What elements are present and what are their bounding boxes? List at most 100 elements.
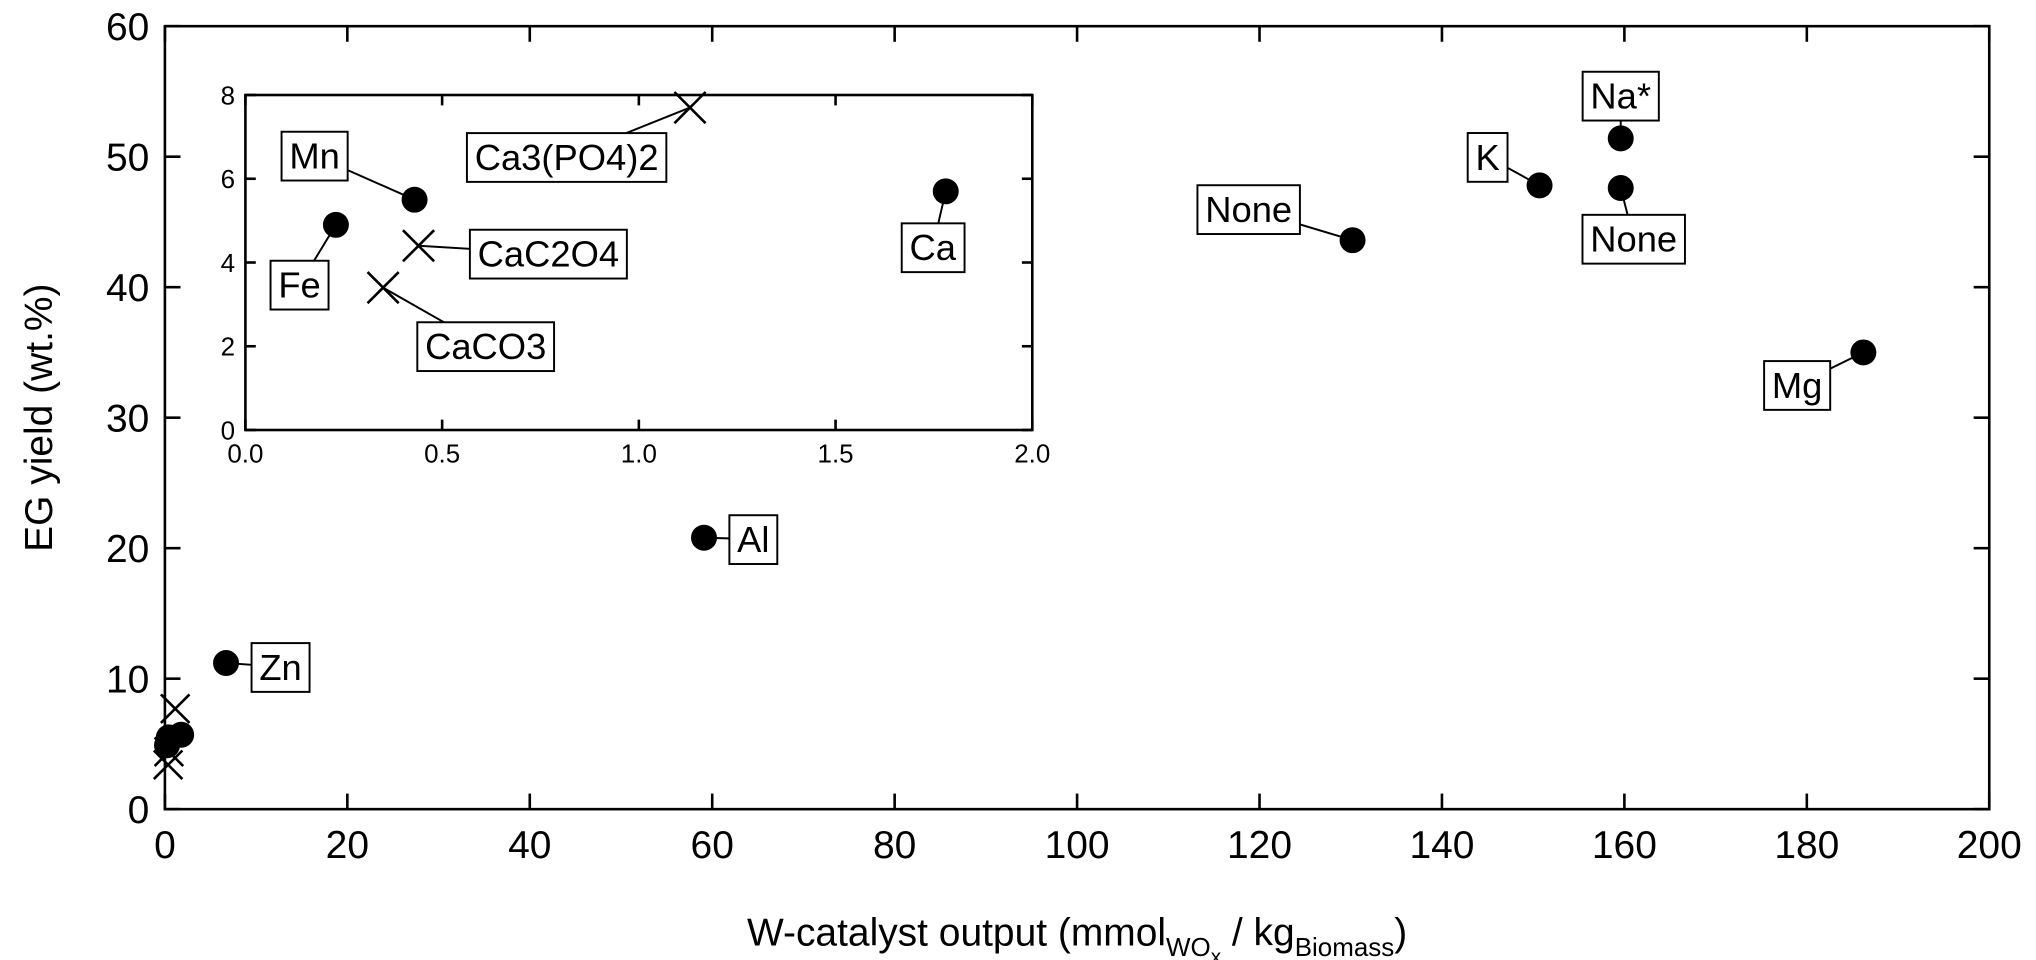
inset-plot: 0.0 0.5 1.0 1.5 2.0 0 2 4 6 8 Fe Mn Ca Ca3(PO4)2 CaC2O… — [221, 80, 1051, 468]
x-tick-label: 60 — [691, 824, 734, 867]
circle-marker — [1607, 125, 1634, 152]
cross-marker — [152, 749, 184, 780]
point-callout: None — [1581, 187, 1686, 265]
callout-box — [468, 228, 628, 280]
point-label: CaCO3 — [425, 326, 546, 367]
point-callout: Al — [703, 514, 779, 565]
circle-marker — [1850, 339, 1877, 366]
point-callout: Zn — [225, 642, 311, 693]
circle-marker — [401, 186, 428, 213]
point-callout: CaC2O4 — [418, 228, 628, 280]
y-tick-label: 2 — [221, 332, 235, 362]
point-label: Fe — [278, 265, 320, 306]
point-callout: Fe — [269, 224, 337, 311]
x-tick-label: 0 — [154, 824, 176, 867]
circle-marker — [322, 211, 349, 238]
x-tick-label: 180 — [1774, 824, 1839, 867]
cross-marker — [366, 271, 400, 305]
y-tick-label: 8 — [221, 80, 235, 110]
x-tick-label: 20 — [326, 824, 369, 867]
point-labels: Zn Al None K Na* None Mg — [225, 70, 1864, 693]
y-tick-label: 20 — [106, 528, 149, 571]
callout-box — [1466, 132, 1509, 183]
callout-box — [900, 222, 966, 274]
point-label: Al — [737, 519, 769, 560]
point-label: Ca3(PO4)2 — [475, 137, 659, 178]
x-tick-label: 80 — [873, 824, 916, 867]
point-callout: Ca — [900, 191, 966, 274]
callout-box — [269, 259, 330, 311]
x-tick-label: 160 — [1592, 824, 1657, 867]
y-tick-label: 50 — [106, 137, 149, 180]
x-tick-label: 1.5 — [818, 438, 854, 468]
point-label: K — [1475, 137, 1499, 178]
x-axis-title: W-catalyst output (mmolWOx / kgBiomass) — [747, 912, 1407, 960]
callout-box — [1581, 70, 1660, 122]
point-callout: Mn — [280, 130, 415, 201]
y-tick-label: 6 — [221, 164, 235, 194]
x-axis-title-part: x — [1211, 946, 1222, 960]
x-tick-label: 140 — [1409, 824, 1474, 867]
x-tick-label: 100 — [1045, 824, 1110, 867]
point-label: Zn — [259, 647, 301, 688]
y-tick-label: 30 — [106, 398, 149, 441]
y-tick-label: 0 — [128, 789, 150, 832]
callout-box — [465, 132, 668, 183]
y-tick-label: 4 — [221, 248, 235, 278]
x-axis-title-part: WO — [1166, 932, 1211, 960]
point-label: Mn — [289, 136, 340, 177]
callout-box — [250, 642, 311, 693]
cross-stroke — [160, 693, 191, 724]
circle-marker — [1339, 227, 1366, 254]
x-tick-label: 200 — [1957, 824, 2022, 867]
cross-stroke — [153, 736, 185, 767]
x-axis-title-part: W-catalyst output (mmol — [747, 912, 1166, 955]
x-tick-label: 2.0 — [1014, 438, 1050, 468]
circle-marker — [932, 178, 959, 205]
x-axis-title-part: ) — [1394, 912, 1407, 955]
point-label: None — [1205, 189, 1292, 230]
cross-marker — [402, 229, 436, 263]
y-tick-label: 10 — [106, 659, 149, 702]
callout-box — [1581, 213, 1686, 265]
x-tick-label: 0.0 — [227, 438, 263, 468]
y-tick-label: 0 — [221, 415, 235, 445]
point-label: Ca — [910, 227, 957, 268]
circle-marker — [691, 524, 717, 551]
cross-marker — [160, 693, 191, 724]
point-callout: Ca3(PO4)2 — [465, 106, 691, 183]
point-callout: CaCO3 — [382, 286, 556, 373]
point-label: Mg — [1772, 365, 1823, 406]
x-axis-title-part: / kg — [1221, 912, 1295, 955]
callout-box — [1196, 184, 1301, 235]
point-callout: None — [1196, 184, 1353, 242]
cross-marker — [673, 91, 707, 125]
point-labels: Fe Mn Ca Ca3(PO4)2 CaC2O4 CaCO3 — [269, 106, 966, 373]
y-tick-label: 60 — [106, 6, 149, 49]
callout-box — [280, 130, 349, 182]
circle-marker — [213, 650, 240, 676]
cross-marker — [153, 736, 185, 767]
x-tick-label: 0.5 — [424, 438, 460, 468]
callout-box — [1763, 360, 1832, 411]
point-label: CaC2O4 — [478, 234, 619, 275]
x-tick-label: 1.0 — [621, 438, 657, 468]
point-label: Na* — [1590, 76, 1651, 117]
y-tick-label: 40 — [106, 267, 149, 310]
x-tick-label: 40 — [508, 824, 551, 867]
x-axis-title-part: Biomass — [1295, 932, 1395, 960]
cross-stroke — [152, 749, 184, 780]
circle-marker — [1526, 172, 1553, 199]
cross-stroke — [366, 271, 400, 305]
cross-stroke — [402, 229, 436, 263]
x-tick-label: 120 — [1227, 824, 1292, 867]
callout-box — [416, 321, 556, 373]
cross-stroke — [673, 91, 707, 125]
circle-marker — [1607, 175, 1634, 201]
point-callout: Mg — [1763, 351, 1864, 411]
circle-marker — [168, 721, 195, 748]
point-label: None — [1590, 219, 1677, 260]
y-axis-title: EG yield (wt.%) — [18, 284, 61, 552]
